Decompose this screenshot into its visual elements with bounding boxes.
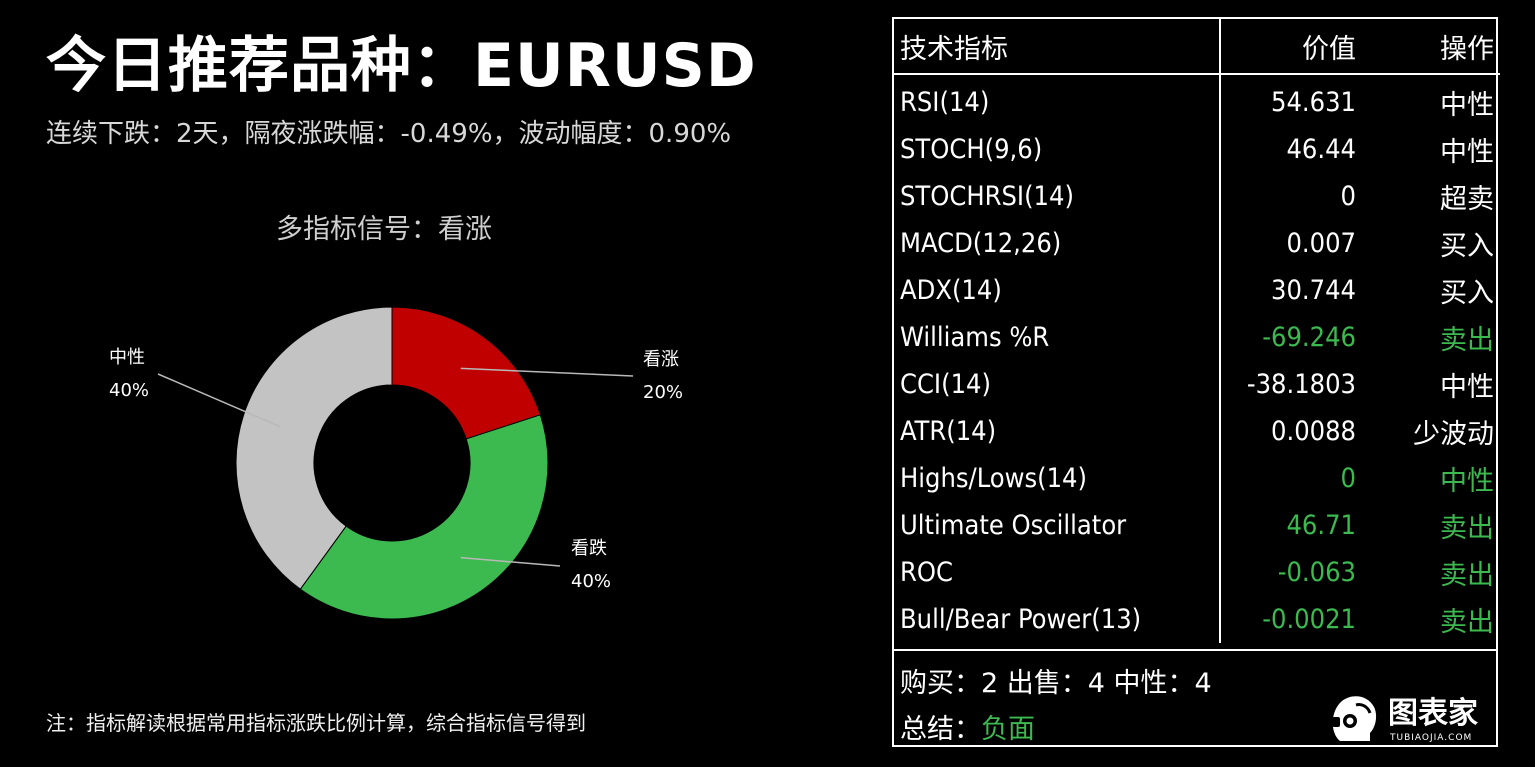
header-value: 价值 (1219, 19, 1362, 75)
signal-counts: 购买：2 出售：4 中性：4 (900, 668, 1212, 699)
indicator-name: Williams %R (900, 322, 1050, 353)
indicator-action: 中性 (1440, 137, 1494, 168)
header-action: 操作 (1362, 19, 1500, 75)
footnote: 注：指标解读根据常用指标涨跌比例计算，综合指标信号得到 (46, 711, 586, 735)
indicator-value: 54.631 (1219, 74, 1362, 126)
indicator-value: 46.71 (1219, 502, 1362, 549)
table-row: MACD(12,26) 0.007 买入 (894, 220, 1500, 267)
slice-label-percent: 40% (571, 571, 611, 592)
indicator-action: 卖出 (1440, 560, 1494, 591)
table-row: Highs/Lows(14) 0 中性 (894, 455, 1500, 502)
indicator-action: 卖出 (1440, 513, 1494, 544)
indicator-name: Bull/Bear Power(13) (900, 604, 1142, 635)
indicator-name: CCI(14) (900, 369, 991, 400)
table-row: ATR(14) 0.0088 少波动 (894, 408, 1500, 455)
indicator-action: 超卖 (1440, 184, 1494, 215)
page-subtitle: 连续下跌：2天，隔夜涨跌幅：-0.49%，波动幅度：0.90% (46, 119, 732, 149)
indicator-value: 0 (1219, 173, 1362, 220)
indicator-panel: 技术指标 价值 操作 RSI(14) 54.631 中性 STOCH(9,6) 46.4… (892, 17, 1500, 747)
table-row: STOCH(9,6) 46.44 中性 (894, 126, 1500, 173)
summary-value: 负面 (981, 714, 1035, 745)
leader-line-1 (460, 556, 561, 567)
summary-label: 总结： (900, 714, 981, 745)
indicator-action: 买入 (1440, 231, 1494, 262)
indicator-value: -38.1803 (1219, 361, 1362, 408)
indicator-name: STOCHRSI(14) (900, 181, 1074, 212)
donut-slice-1 (299, 414, 549, 620)
table-row: ROC -0.063 卖出 (894, 549, 1500, 596)
indicator-value: 0.007 (1219, 220, 1362, 267)
indicator-action: 中性 (1440, 466, 1494, 497)
indicator-name: ADX(14) (900, 275, 1002, 306)
donut-slice-0 (391, 306, 541, 440)
header-indicator: 技术指标 (894, 19, 1220, 75)
indicator-value: 0 (1219, 455, 1362, 502)
logo-text: 图表家 (1388, 696, 1478, 731)
table-header-row: 技术指标 价值 操作 (894, 19, 1500, 75)
page-title: 今日推荐品种：EURUSD (46, 31, 757, 101)
indicator-value: -0.063 (1219, 549, 1362, 596)
chart-title: 多指标信号：看涨 (276, 214, 492, 245)
table-row: STOCHRSI(14) 0 超卖 (894, 173, 1500, 220)
indicator-name: Highs/Lows(14) (900, 463, 1087, 494)
summary-line: 总结：负面 (900, 707, 1035, 746)
logo-url: TUBIAOJIA.COM (1389, 733, 1472, 743)
indicator-action: 买入 (1440, 278, 1494, 309)
table-row: CCI(14) -38.1803 中性 (894, 361, 1500, 408)
leader-line-2 (157, 373, 282, 428)
indicator-name: Ultimate Oscillator (900, 510, 1127, 541)
slice-label-name: 看跌 (571, 538, 607, 559)
logo: 图表家 TUBIAOJIA.COM (1332, 696, 1478, 743)
indicator-name: STOCH(9,6) (900, 134, 1043, 165)
indicator-table: 技术指标 价值 操作 RSI(14) 54.631 中性 STOCH(9,6) 46.4… (894, 19, 1500, 643)
indicator-value: -69.246 (1219, 314, 1362, 361)
indicator-action: 卖出 (1440, 607, 1494, 638)
indicator-value: 0.0088 (1219, 408, 1362, 455)
indicator-action: 卖出 (1440, 325, 1494, 356)
slice-label-name: 中性 (109, 347, 145, 368)
donut-chart: 看涨 20% 看跌 40% 中性 40% (109, 306, 683, 620)
table-row: Williams %R -69.246 卖出 (894, 314, 1500, 361)
indicator-name: ATR(14) (900, 416, 997, 447)
leader-line-0 (460, 367, 634, 377)
indicator-name: RSI(14) (900, 87, 990, 118)
table-row: ADX(14) 30.744 买入 (894, 267, 1500, 314)
indicator-name: ROC (900, 557, 953, 588)
indicator-action: 中性 (1440, 372, 1494, 403)
indicator-value: -0.0021 (1219, 596, 1362, 643)
table-row: RSI(14) 54.631 中性 (894, 74, 1500, 126)
slice-label-name: 看涨 (643, 349, 679, 370)
slice-label-percent: 40% (109, 380, 149, 401)
indicator-value: 46.44 (1219, 126, 1362, 173)
indicator-action: 少波动 (1413, 419, 1494, 450)
donut-slice-2 (235, 306, 393, 590)
robot-head-icon (1332, 696, 1377, 741)
indicator-action: 中性 (1440, 90, 1494, 121)
indicator-name: MACD(12,26) (900, 228, 1062, 259)
summary-footer: 购买：2 出售：4 中性：4 总结：负面 图表家 TUBIAOJIA.COM (894, 649, 1496, 745)
table-row: Bull/Bear Power(13) -0.0021 卖出 (894, 596, 1500, 643)
table-row: Ultimate Oscillator 46.71 卖出 (894, 502, 1500, 549)
indicator-value: 30.744 (1219, 267, 1362, 314)
slice-label-percent: 20% (643, 382, 683, 403)
